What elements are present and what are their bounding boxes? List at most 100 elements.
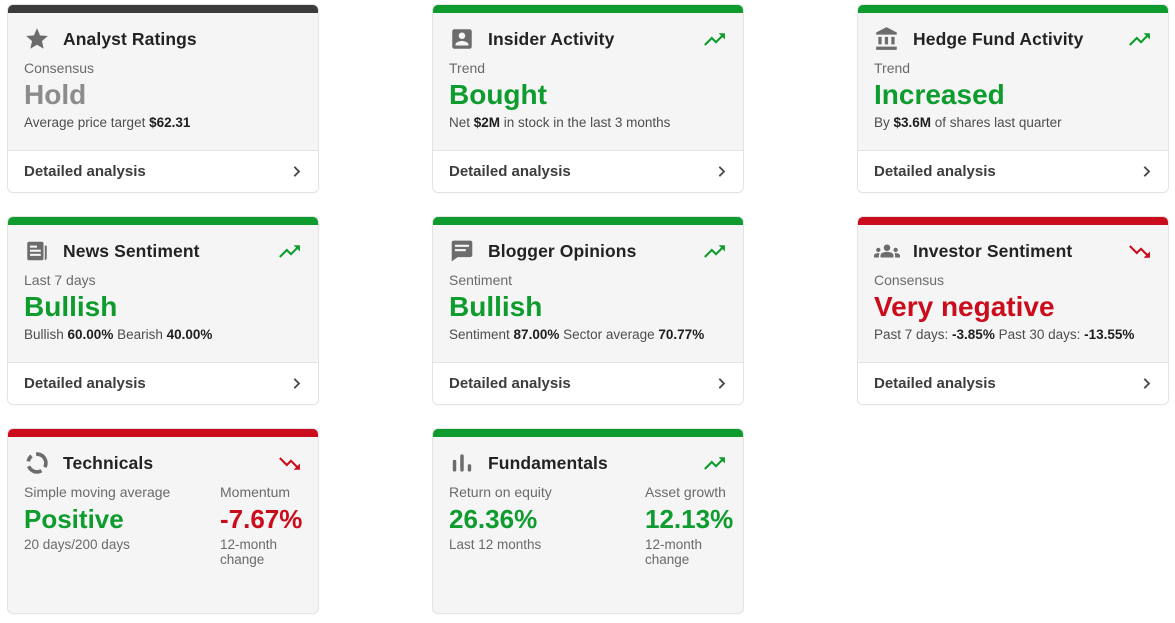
- stat-sma: Simple moving average Positive 20 days/2…: [24, 483, 220, 567]
- news-sentiment-card: News Sentiment Last 7 days Bullish Bulli…: [8, 217, 318, 404]
- detailed-analysis-link[interactable]: Detailed analysis: [433, 362, 743, 404]
- card-title: Analyst Ratings: [63, 28, 197, 49]
- stat-value: Hold: [24, 78, 87, 110]
- stat-description: Bullish 60.00% Bearish 40.00%: [24, 327, 213, 343]
- blogger-opinions-card: Blogger Opinions Sentiment Bullish Senti…: [433, 217, 743, 404]
- detailed-analysis-link[interactable]: Detailed analysis: [433, 150, 743, 192]
- detailed-analysis-label: Detailed analysis: [24, 163, 146, 180]
- card-title: Insider Activity: [488, 28, 615, 49]
- bar-chart-icon: [449, 450, 475, 476]
- stat-sublabel: Last 12 months: [449, 537, 542, 553]
- stat-value: Bought: [449, 78, 547, 110]
- stat-label: Consensus: [874, 272, 945, 288]
- stat-label: Asset growth: [645, 484, 726, 500]
- stat-description: Past 7 days: -3.85% Past 30 days: -13.55…: [874, 327, 1135, 343]
- stat-asset-growth: Asset growth 12.13% 12-month change: [645, 483, 733, 567]
- analyst-ratings-card: Analyst Ratings Consensus Hold Average p…: [8, 5, 318, 192]
- card-accent-bar: [8, 217, 318, 225]
- stat-sublabel: 12-month change: [645, 537, 703, 568]
- stat-label: Return on equity: [449, 484, 552, 500]
- card-title: Fundamentals: [488, 452, 608, 473]
- detailed-analysis-link[interactable]: Detailed analysis: [858, 150, 1168, 192]
- insider-activity-card: Insider Activity Trend Bought Net $2M in…: [433, 5, 743, 192]
- detailed-analysis-link[interactable]: Detailed analysis: [8, 362, 318, 404]
- chevron-right-icon: [714, 164, 729, 179]
- stat-label: Sentiment: [449, 272, 513, 288]
- card-body: Investor Sentiment Consensus Very negati…: [858, 225, 1168, 362]
- insider-person-icon: [449, 26, 475, 52]
- stat-label: Trend: [874, 60, 911, 76]
- trending-down-icon: [277, 451, 302, 476]
- newspaper-icon: [24, 238, 50, 264]
- card-title: Investor Sentiment: [913, 240, 1073, 261]
- stat-value: Very negative: [874, 290, 1055, 322]
- card-accent-bar: [8, 5, 318, 13]
- stat-description: Average price target $62.31: [24, 115, 191, 131]
- investor-sentiment-card: Investor Sentiment Consensus Very negati…: [858, 217, 1168, 404]
- card-accent-bar: [433, 217, 743, 225]
- chevron-right-icon: [714, 376, 729, 391]
- chevron-right-icon: [1139, 164, 1154, 179]
- trending-up-icon: [277, 239, 302, 264]
- stat-value: 12.13%: [645, 503, 734, 534]
- fundamentals-card: Fundamentals Return on equity 26.36% Las…: [433, 429, 743, 613]
- stat-label: Last 7 days: [24, 272, 96, 288]
- groups-icon: [874, 238, 900, 264]
- stat-value: -7.67%: [220, 503, 303, 534]
- stat-value: Bullish: [24, 290, 118, 322]
- stat-label: Trend: [449, 60, 486, 76]
- trending-up-icon: [702, 27, 727, 52]
- card-accent-bar: [8, 429, 318, 437]
- stat-description: By $3.6M of shares last quarter: [874, 115, 1062, 131]
- card-accent-bar: [858, 5, 1168, 13]
- card-title: News Sentiment: [63, 240, 200, 261]
- chevron-right-icon: [289, 376, 304, 391]
- stat-label: Simple moving average: [24, 484, 171, 500]
- detailed-analysis-link[interactable]: Detailed analysis: [8, 150, 318, 192]
- trending-up-icon: [702, 239, 727, 264]
- card-title: Hedge Fund Activity: [913, 28, 1084, 49]
- trending-up-icon: [1127, 27, 1152, 52]
- detailed-analysis-label: Detailed analysis: [874, 375, 996, 392]
- stat-label: Momentum: [220, 484, 291, 500]
- card-body: News Sentiment Last 7 days Bullish Bulli…: [8, 225, 318, 362]
- trending-up-icon: [702, 451, 727, 476]
- card-accent-bar: [433, 429, 743, 437]
- technicals-card: Technicals Simple moving average Positiv…: [8, 429, 318, 613]
- stat-value: 26.36%: [449, 503, 538, 534]
- stat-sublabel: 20 days/200 days: [24, 537, 130, 553]
- detailed-analysis-label: Detailed analysis: [449, 375, 571, 392]
- card-accent-bar: [858, 217, 1168, 225]
- stat-label: Consensus: [24, 60, 95, 76]
- stat-return-on-equity: Return on equity 26.36% Last 12 months: [449, 483, 645, 567]
- stat-value: Increased: [874, 78, 1005, 110]
- chevron-right-icon: [289, 164, 304, 179]
- stat-value: Positive: [24, 503, 124, 534]
- chevron-right-icon: [1139, 376, 1154, 391]
- card-body: Technicals Simple moving average Positiv…: [8, 437, 318, 613]
- bank-icon: [874, 26, 900, 52]
- trending-down-icon: [1127, 239, 1152, 264]
- stat-description: Sentiment 87.00% Sector average 70.77%: [449, 327, 705, 343]
- stat-sublabel: 12-month change: [220, 537, 278, 568]
- hedge-fund-activity-card: Hedge Fund Activity Trend Increased By $…: [858, 5, 1168, 192]
- card-body: Analyst Ratings Consensus Hold Average p…: [8, 13, 318, 150]
- detailed-analysis-label: Detailed analysis: [24, 375, 146, 392]
- detailed-analysis-label: Detailed analysis: [874, 163, 996, 180]
- comment-icon: [449, 238, 475, 264]
- card-body: Fundamentals Return on equity 26.36% Las…: [433, 437, 743, 613]
- card-title: Blogger Opinions: [488, 240, 637, 261]
- gauge-icon: [24, 450, 50, 476]
- star-icon: [24, 26, 50, 52]
- stat-value: Bullish: [449, 290, 543, 322]
- card-body: Insider Activity Trend Bought Net $2M in…: [433, 13, 743, 150]
- stat-momentum: Momentum -7.67% 12-month change: [220, 483, 302, 567]
- card-body: Blogger Opinions Sentiment Bullish Senti…: [433, 225, 743, 362]
- detailed-analysis-label: Detailed analysis: [449, 163, 571, 180]
- detailed-analysis-link[interactable]: Detailed analysis: [858, 362, 1168, 404]
- card-body: Hedge Fund Activity Trend Increased By $…: [858, 13, 1168, 150]
- stat-description: Net $2M in stock in the last 3 months: [449, 115, 671, 131]
- card-title: Technicals: [63, 452, 154, 473]
- card-accent-bar: [433, 5, 743, 13]
